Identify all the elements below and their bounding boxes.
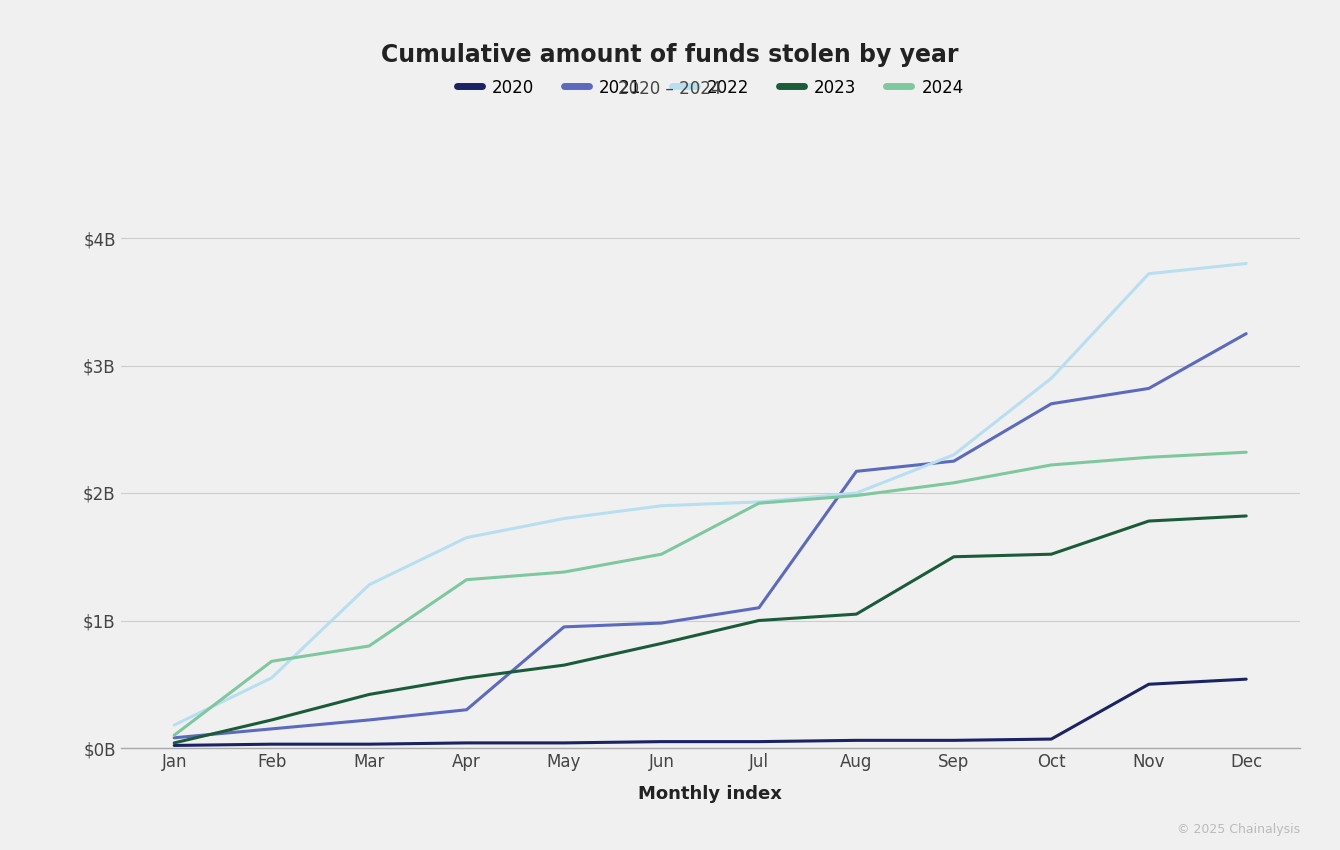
Text: Cumulative amount of funds stolen by year: Cumulative amount of funds stolen by yea… [382,43,958,67]
Text: © 2025 Chainalysis: © 2025 Chainalysis [1177,823,1300,836]
Text: 2020 – 2024: 2020 – 2024 [618,80,722,99]
X-axis label: Monthly index: Monthly index [638,785,783,802]
Legend: 2020, 2021, 2022, 2023, 2024: 2020, 2021, 2022, 2023, 2024 [450,72,970,103]
